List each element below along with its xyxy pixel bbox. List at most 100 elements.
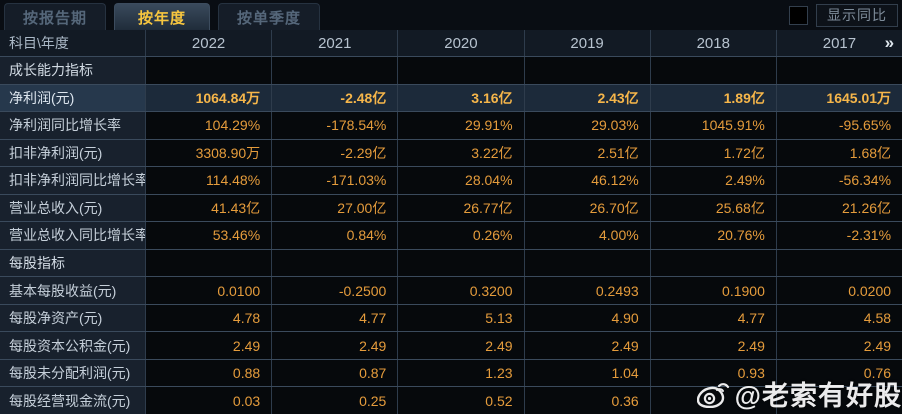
value-cell: 1.04	[523, 359, 650, 387]
table-row[interactable]: 净利润同比增长率 104.29% -178.54% 29.91% 29.03% 1045.…	[0, 111, 902, 139]
value-cell	[397, 57, 524, 84]
value-cell	[775, 57, 902, 84]
section-row: 成长能力指标	[0, 56, 902, 84]
value-cell: 4.00%	[523, 222, 650, 249]
value-cell: 1.68亿	[775, 139, 902, 167]
value-cell: -2.29亿	[271, 139, 398, 167]
value-cell: 26.77亿	[397, 194, 524, 222]
table-row[interactable]: 扣非净利润(元) 3308.90万 -2.29亿 3.22亿 2.51亿 1.72亿 1.6…	[0, 138, 902, 167]
yoy-controls: 显示同比	[789, 3, 898, 27]
value-cell: 2.49	[145, 332, 272, 359]
value-cell: 2.49	[523, 332, 650, 359]
year-column-header: 2019	[523, 30, 650, 56]
year-column-header: 2018	[649, 30, 776, 56]
row-label: 扣非净利润同比增长率	[0, 167, 145, 194]
value-cell: 2.49	[271, 332, 398, 359]
value-cell	[145, 249, 272, 277]
table-row[interactable]: 每股资本公积金(元) 2.49 2.49 2.49 2.49 2.49 2.49	[0, 331, 902, 359]
value-cell: 1.72亿	[649, 139, 776, 167]
value-cell: 20.76%	[649, 222, 776, 249]
value-cell	[649, 57, 776, 84]
table-row[interactable]: 净利润(元) 1064.84万 -2.48亿 3.16亿 2.43亿 1.89亿 1645.…	[0, 83, 902, 112]
table-row[interactable]: 每股未分配利润(元) 0.88 0.87 1.23 1.04 0.93 0.76	[0, 358, 902, 387]
value-cell: -95.65%	[775, 112, 902, 139]
value-cell	[523, 249, 650, 277]
value-cell: 0.25	[271, 387, 398, 414]
value-cell	[523, 57, 650, 84]
value-cell: 0.0100	[145, 277, 272, 304]
value-cell: 2.49	[775, 332, 902, 359]
value-cell	[775, 387, 902, 414]
value-cell: 46.12%	[523, 167, 650, 194]
value-cell: 0.88	[145, 359, 272, 387]
value-cell: 2.49	[649, 332, 776, 359]
value-cell: 0.3200	[397, 277, 524, 304]
row-label: 营业总收入(元)	[0, 194, 145, 222]
year-column-header: 2017»	[775, 30, 902, 56]
year-column-header: 2021	[271, 30, 398, 56]
table-row[interactable]: 营业总收入同比增长率 53.46% 0.84% 0.26% 4.00% 20.76% -2.…	[0, 221, 902, 249]
tab-by-report-period[interactable]: 按报告期	[4, 3, 107, 30]
value-cell: 26.70亿	[523, 194, 650, 222]
value-cell: 4.77	[649, 304, 776, 332]
value-cell: 21.26亿	[775, 194, 902, 222]
value-cell: 1.89亿	[649, 84, 776, 112]
value-cell: -171.03%	[271, 167, 398, 194]
tab-by-year[interactable]: 按年度	[114, 3, 211, 30]
value-cell: -2.48亿	[271, 84, 398, 112]
table-row[interactable]: 每股净资产(元) 4.78 4.77 5.13 4.90 4.77 4.58	[0, 303, 902, 332]
value-cell: 1045.91%	[649, 112, 776, 139]
value-cell: 3308.90万	[145, 139, 272, 167]
value-cell: 0.1900	[649, 277, 776, 304]
value-cell: 104.29%	[145, 112, 272, 139]
value-cell: 0.0200	[775, 277, 902, 304]
value-cell	[775, 249, 902, 277]
show-yoy-button[interactable]: 显示同比	[816, 3, 898, 27]
value-cell: 1064.84万	[145, 84, 272, 112]
row-label: 营业总收入同比增长率	[0, 222, 145, 249]
value-cell: 2.43亿	[523, 84, 650, 112]
year-column-header: 2020	[397, 30, 524, 56]
value-cell: 0.87	[271, 359, 398, 387]
value-cell	[145, 57, 272, 84]
value-cell: -56.34%	[775, 167, 902, 194]
row-label: 每股指标	[0, 249, 145, 277]
value-cell: 1.23	[397, 359, 524, 387]
value-cell: -0.2500	[271, 277, 398, 304]
table-row[interactable]: 每股经营现金流(元) 0.03 0.25 0.52 0.36	[0, 386, 902, 414]
value-cell: 4.90	[523, 304, 650, 332]
value-cell: 0.84%	[271, 222, 398, 249]
value-cell: 25.68亿	[649, 194, 776, 222]
value-cell: -178.54%	[271, 112, 398, 139]
row-label: 净利润(元)	[0, 84, 145, 112]
value-cell	[649, 249, 776, 277]
value-cell: 0.26%	[397, 222, 524, 249]
value-cell: 5.13	[397, 304, 524, 332]
period-tabs: 按报告期 按年度 按单季度	[0, 3, 321, 30]
value-cell: 0.2493	[523, 277, 650, 304]
value-cell	[271, 57, 398, 84]
table-row[interactable]: 营业总收入(元) 41.43亿 27.00亿 26.77亿 26.70亿 25.68亿 21…	[0, 193, 902, 222]
show-yoy-checkbox[interactable]	[789, 5, 808, 25]
corner-header: 科目\年度	[0, 30, 145, 56]
value-cell: 4.78	[145, 304, 272, 332]
value-cell: 29.91%	[397, 112, 524, 139]
value-cell	[271, 249, 398, 277]
value-cell: 27.00亿	[271, 194, 398, 222]
table-row[interactable]: 扣非净利润同比增长率 114.48% -171.03% 28.04% 46.12% 2.4…	[0, 166, 902, 194]
value-cell: 28.04%	[397, 167, 524, 194]
value-cell: 2.49%	[649, 167, 776, 194]
value-cell: 2.49	[397, 332, 524, 359]
row-label: 每股经营现金流(元)	[0, 387, 145, 414]
value-cell: 0.52	[397, 387, 524, 414]
tab-by-quarter[interactable]: 按单季度	[218, 3, 321, 30]
value-cell: 2.51亿	[523, 139, 650, 167]
row-label: 扣非净利润(元)	[0, 139, 145, 167]
more-years-icon[interactable]: »	[884, 33, 895, 52]
section-row: 每股指标	[0, 248, 902, 277]
value-cell: 0.93	[649, 359, 776, 387]
row-label: 每股未分配利润(元)	[0, 359, 145, 387]
table-row[interactable]: 基本每股收益(元) 0.0100 -0.2500 0.3200 0.2493 0.1900…	[0, 276, 902, 304]
value-cell: 0.03	[145, 387, 272, 414]
value-cell: 1645.01万	[775, 84, 902, 112]
